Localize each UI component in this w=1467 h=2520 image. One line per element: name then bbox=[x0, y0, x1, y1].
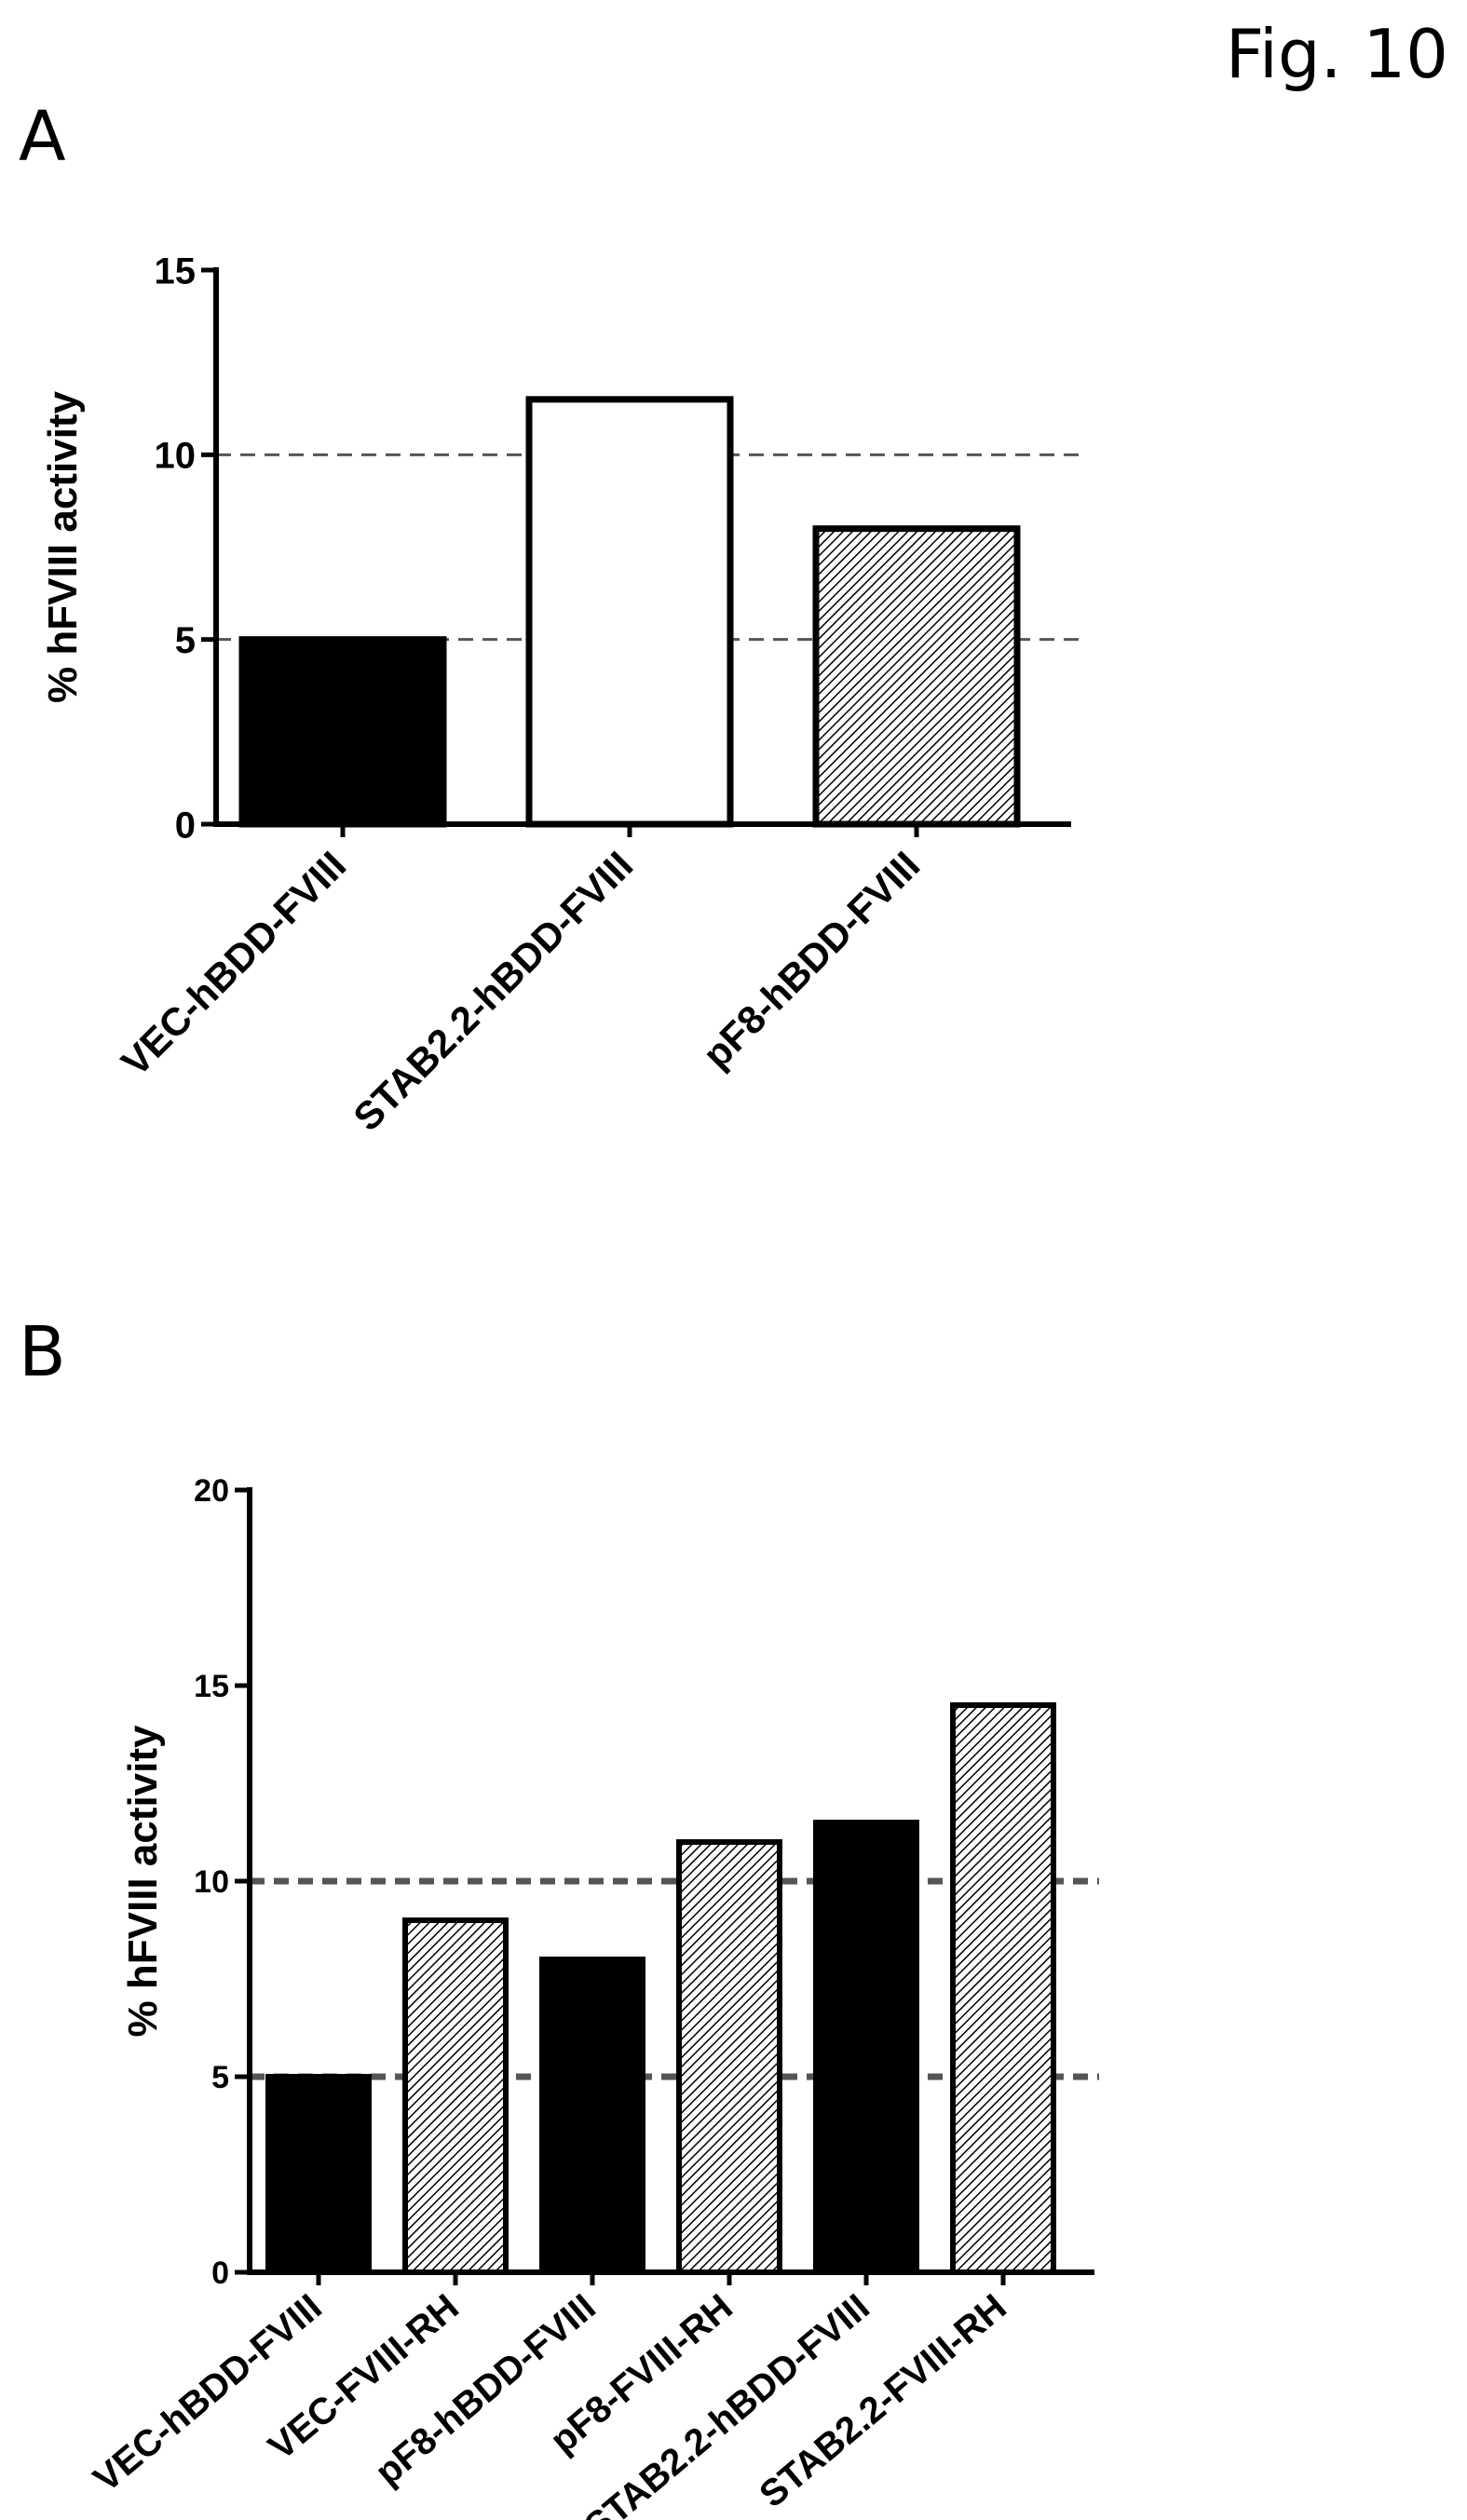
panel-a-bar-1 bbox=[238, 636, 447, 828]
panel-b-y-tick-label: 5 bbox=[211, 2060, 229, 2095]
panel-a-y-tick-label: 10 bbox=[155, 436, 197, 477]
panel-b-bar-3 bbox=[539, 1957, 645, 2275]
panel-a-bar-3 bbox=[812, 525, 1021, 828]
panel-a-y-tick-label: 0 bbox=[175, 805, 196, 846]
panel-b-y-tick-label: 0 bbox=[211, 2256, 229, 2291]
panel-b-bar-2 bbox=[402, 1917, 509, 2275]
panel-b-bar-6 bbox=[950, 1702, 1056, 2275]
panel-b-y-tick-label: 10 bbox=[194, 1864, 229, 1900]
panel-b-letter: B bbox=[19, 1312, 66, 1392]
panel-b-category-label: STAB2.2-FVIII-RH bbox=[752, 2286, 1013, 2515]
panel-a-y-tick-label: 15 bbox=[155, 251, 197, 291]
figure-title: Fig. 10 bbox=[1225, 15, 1448, 93]
panel-a-y-axis-title: % hFVIII activity bbox=[40, 390, 86, 703]
panel-b-category-label: VEC-hBDD-FVIII bbox=[86, 2286, 329, 2500]
panel-a-y-tick-label: 5 bbox=[175, 620, 196, 661]
panel-b-y-axis-title: % hFVIII activity bbox=[120, 1725, 166, 2038]
panel-a-letter: A bbox=[19, 97, 66, 177]
panel-b-bar-5 bbox=[813, 1820, 919, 2275]
panel-b-bar-1 bbox=[265, 2074, 372, 2275]
panel-b-y-tick-label: 20 bbox=[194, 1473, 229, 1509]
panel-b-y-tick-label: 15 bbox=[194, 1669, 229, 1704]
panel-b-bar-4 bbox=[676, 1839, 782, 2275]
